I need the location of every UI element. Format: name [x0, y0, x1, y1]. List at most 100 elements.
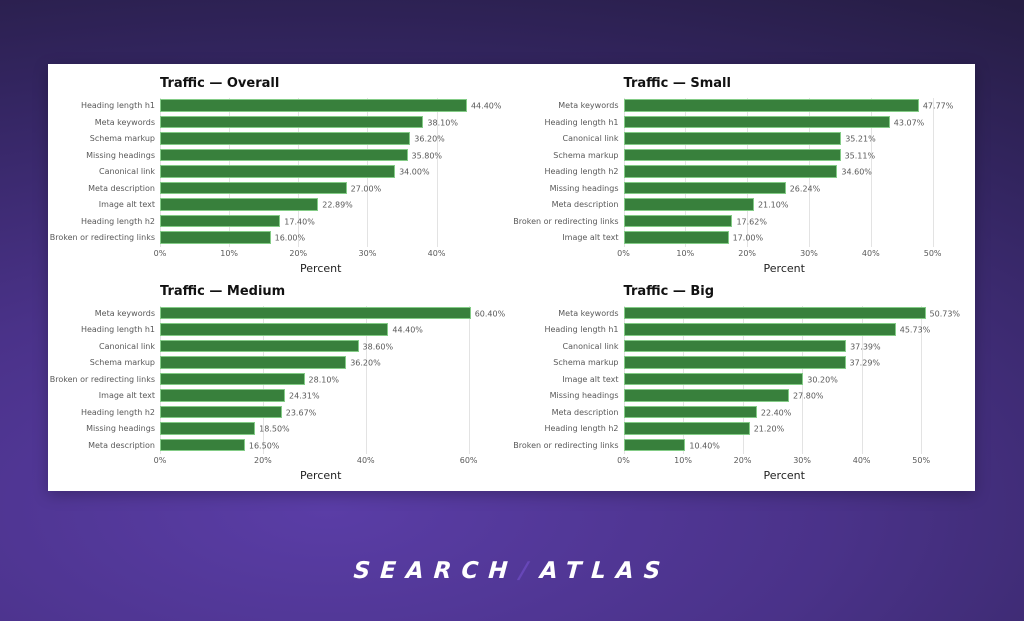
category-label: Meta description	[551, 407, 619, 417]
bar-value-label: 36.20%	[350, 358, 381, 368]
category-label: Meta description	[88, 440, 155, 450]
bar	[623, 115, 890, 129]
gridline	[921, 305, 923, 454]
x-axis-label: Percent	[763, 261, 805, 275]
bar-row: 38.10%	[160, 115, 482, 132]
bar-row: 37.29%	[623, 355, 946, 372]
bar-value-label: 35.11%	[844, 151, 876, 161]
bar-row: 44.40%	[160, 322, 482, 339]
logo-text-search: SEARCH	[352, 558, 519, 584]
gridline	[468, 305, 470, 454]
bar	[160, 99, 467, 112]
bar-value-label: 38.10%	[427, 118, 458, 128]
category-label: Image alt text	[98, 200, 155, 209]
category-label: Schema markup	[553, 150, 619, 160]
plot-area: 60.40% 44.40% 38.60% 36.20% 28.10% 24.31% 23.6…	[160, 305, 505, 454]
category-labels: Meta keywords Heading length h1 Canonical …	[48, 306, 160, 483]
bar-row: 17.40%	[160, 214, 482, 231]
bar	[623, 165, 838, 178]
bar-row: 28.10%	[160, 372, 482, 389]
gridline	[365, 305, 367, 454]
bar-value-label: 10.40%	[689, 441, 720, 451]
x-tick-label: 30%	[358, 248, 377, 258]
x-tick-label: 0%	[153, 456, 167, 465]
bar	[623, 181, 786, 195]
bar-value-label: 37.29%	[849, 358, 881, 368]
category-label: Image alt text	[562, 374, 619, 384]
bar	[623, 231, 729, 244]
bar-value-label: 34.60%	[841, 167, 872, 177]
plot-area: 44.40% 38.10% 36.20% 35.80% 34.00% 27.00% 22.8…	[160, 98, 501, 247]
bar-value-label: 50.73%	[929, 309, 961, 319]
x-axis-label: Percent	[300, 261, 342, 275]
category-label: Missing headings	[86, 424, 155, 433]
bar-row: 18.50%	[160, 421, 482, 438]
bar	[160, 389, 286, 402]
bar-value-label: 35.80%	[411, 151, 443, 161]
bar-row: 23.67%	[160, 405, 482, 422]
bar	[623, 339, 847, 353]
bar-row: 50.73%	[623, 306, 960, 323]
bar	[160, 198, 319, 211]
bar-value-label: 35.21%	[845, 134, 876, 144]
bar	[623, 99, 919, 112]
category-label: Meta keywords	[94, 117, 155, 127]
x-tick-label: 40%	[356, 456, 375, 465]
plot-area: 47.77% 43.07% 35.21% 35.11% 34.60% 26.24% 21.1…	[623, 98, 953, 247]
bar-value-label: 17.00%	[732, 233, 764, 243]
bar-value-label: 27.80%	[793, 391, 824, 401]
plot-column: 50.73% 45.73% 37.39% 37.29% 30.20% 27.80% 22.4…	[617, 305, 960, 482]
category-label: Heading length h1	[80, 325, 155, 334]
category-label: Schema markup	[553, 358, 619, 367]
bar-value-label: 21.20%	[753, 424, 785, 434]
bar-row: 10.40%	[623, 438, 946, 455]
bar	[160, 132, 411, 145]
x-tick-label: 10%	[676, 248, 695, 258]
chart-body: Meta keywords Heading length h1 Canonical …	[512, 305, 976, 482]
x-tick-label: 0%	[617, 456, 630, 465]
x-tick-label: 30%	[800, 248, 818, 258]
x-tick-label: 50%	[912, 456, 931, 465]
bar	[160, 422, 256, 435]
x-axis-label: Percent	[300, 469, 342, 482]
chart-traffic-overall: Traffic — Overall Heading length h1 Meta …	[48, 72, 512, 280]
category-label: Canonical link	[562, 341, 619, 351]
bar	[623, 148, 841, 162]
bar	[623, 422, 750, 435]
plot-area: 50.73% 45.73% 37.39% 37.29% 30.20% 27.80% 22.4…	[623, 305, 960, 455]
bar-value-label: 16.50%	[248, 441, 280, 451]
bar-value-label: 16.00%	[274, 233, 306, 243]
bar-value-label: 17.40%	[284, 217, 315, 227]
search-atlas-logo: SEARCH/ATLAS	[0, 558, 1024, 584]
bar-row: 22.40%	[623, 405, 946, 422]
bar-value-label: 38.60%	[362, 342, 394, 352]
bar-row: 36.20%	[160, 355, 482, 372]
category-label: Heading length h2	[544, 424, 619, 433]
x-tick-label: 30%	[793, 456, 811, 465]
bar-value-label: 27.00%	[350, 184, 382, 194]
bar-row: 36.20%	[160, 131, 482, 148]
category-label: Missing headings	[86, 150, 155, 160]
bar-row: 37.39%	[623, 339, 946, 356]
bar-row: 17.00%	[623, 230, 946, 247]
category-label: Image alt text	[562, 233, 619, 242]
category-label: Heading length h1	[80, 101, 155, 110]
bar	[160, 372, 305, 386]
bar	[623, 438, 686, 452]
bar-row: 45.73%	[623, 322, 946, 339]
bar-row: 47.77%	[623, 98, 953, 115]
gridline	[870, 98, 872, 247]
bar-value-label: 47.77%	[922, 101, 954, 111]
x-tick-label: 20%	[253, 456, 272, 465]
bar	[623, 198, 754, 211]
category-labels: Meta keywords Heading length h1 Canonical …	[512, 98, 624, 275]
category-label: Heading length h2	[80, 216, 155, 226]
plot-column: 44.40% 38.10% 36.20% 35.80% 34.00% 27.00% 22.8…	[154, 98, 501, 275]
bar	[160, 356, 347, 369]
x-axis-ticks: 0% 10% 20% 30% 40% 50%	[617, 455, 946, 468]
category-label: Broken or redirecting links	[513, 440, 619, 450]
x-tick-label: 20%	[289, 248, 308, 258]
x-tick-label: 20%	[733, 456, 752, 465]
bar-row: 60.40%	[160, 306, 505, 323]
bar-row: 30.20%	[623, 372, 946, 389]
